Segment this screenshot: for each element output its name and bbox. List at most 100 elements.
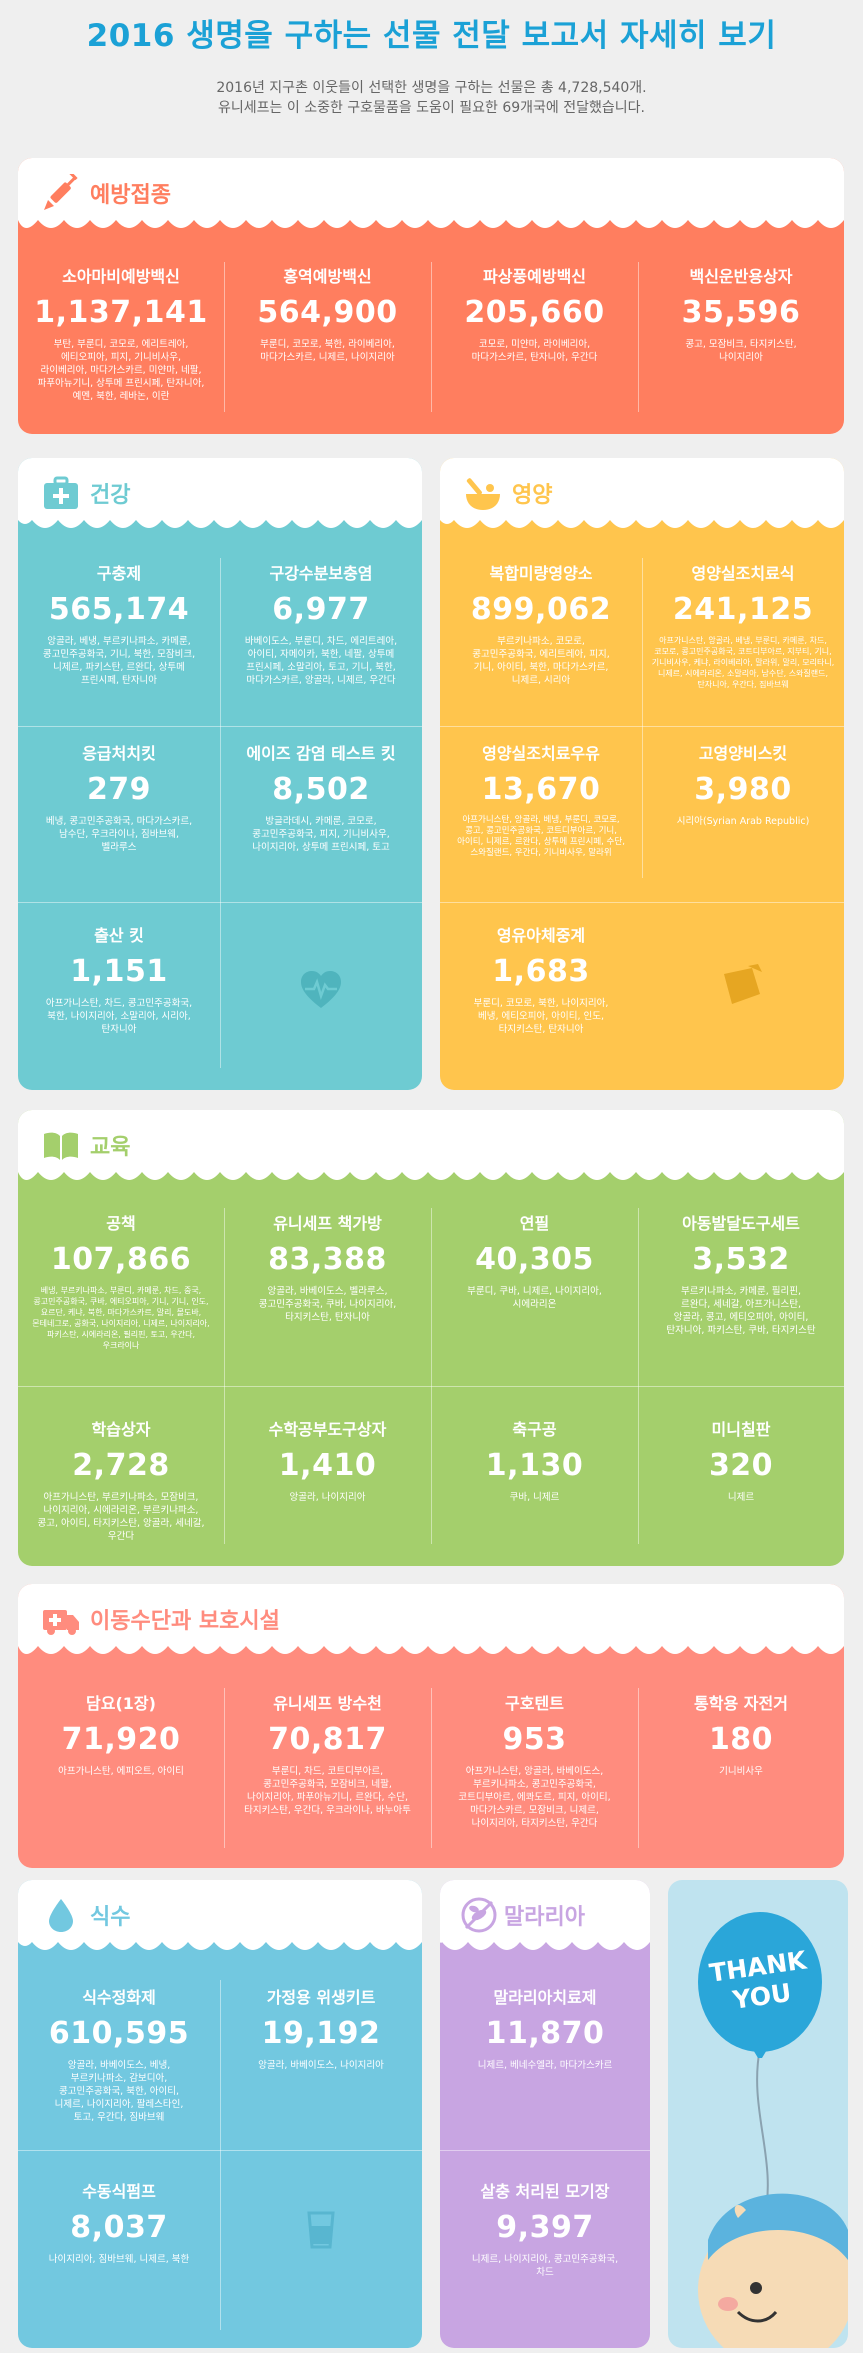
item-countries: 앙골라, 바베이도스, 베냉, 부르키나파소, 감보디아, 콩고민주공화국, 북… xyxy=(54,2060,184,2123)
nutrition-item-biscuit: 고영양비스킷 3,980 시리아(Syrian Arab Republic) xyxy=(642,740,844,828)
item-countries: 코모로, 미얀마, 라이베리아, 마다가스카르, 탄자니아, 우간다 xyxy=(471,339,598,363)
item-countries: 아프가니스탄, 앙골라, 베냉, 부룬디, 코모로, 콩고, 콩고민주공화국, … xyxy=(457,815,625,858)
transport-item-tarpaulin: 유니세프 방수천 70,817 부룬디, 차드, 코트디부아르, 콩고민주공화국… xyxy=(224,1690,431,1817)
item-name: 유니세프 방수천 xyxy=(273,1694,382,1713)
health-item-hivtest: 에이즈 감염 테스트 킷 8,502 방글라데시, 카메룬, 코모로, 콩고민주… xyxy=(220,740,422,854)
item-count: 320 xyxy=(708,1448,774,1483)
item-count: 71,920 xyxy=(61,1722,181,1757)
health-item-firstaid: 응급처치킷 279 베냉, 콩고민주공화국, 마다가스카르, 남수단, 우크라이… xyxy=(18,740,220,854)
item-countries: 시리아(Syrian Arab Republic) xyxy=(676,816,810,827)
item-countries: 베냉, 부르키나파소, 부룬디, 카메룬, 차드, 중국, 콩고민주공화국, 쿠… xyxy=(32,1286,210,1350)
item-countries: 니제르 xyxy=(727,1492,755,1503)
item-name: 응급처치킷 xyxy=(82,744,156,763)
item-count: 8,037 xyxy=(70,2210,168,2245)
item-countries: 나이지리아, 짐바브웨, 니제르, 북한 xyxy=(48,2254,190,2265)
item-count: 1,410 xyxy=(278,1448,377,1483)
vaccine-item-coldbox: 백신운반용상자 35,596 콩고, 모잠비크, 타지키스탄, 나이지리아 xyxy=(638,263,844,364)
water-glass-icon xyxy=(306,2210,336,2250)
item-countries: 아프가니스탄, 에피오트, 아이티 xyxy=(58,1766,184,1777)
education-item-pencil: 연필 40,305 부룬디, 쿠바, 니제르, 나이지리아, 시에라리온 xyxy=(431,1210,638,1311)
education-item-slate: 미니칠판 320 니제르 xyxy=(638,1416,844,1504)
item-name: 백신운반용상자 xyxy=(689,267,793,286)
item-count: 1,683 xyxy=(492,954,590,989)
transport-item-tent: 구호텐트 953 아프가니스탄, 앙골라, 바베이도스, 부르키나파소, 콩고민… xyxy=(431,1690,638,1830)
item-count: 35,596 xyxy=(681,295,801,330)
item-count: 13,670 xyxy=(481,772,601,807)
section-title: 건강 xyxy=(90,483,131,508)
item-countries: 니제르, 베네수엘라, 마다가스카르 xyxy=(477,2060,613,2071)
item-name: 미니칠판 xyxy=(711,1420,771,1439)
bowl-icon xyxy=(464,474,502,512)
item-countries: 쿠바, 니제르 xyxy=(509,1492,560,1503)
item-name: 가정용 위생키트 xyxy=(266,1988,376,2007)
item-count: 565,174 xyxy=(48,592,190,627)
section-title: 말라리아 xyxy=(504,1905,585,1930)
item-countries: 니제르, 나이지리아, 콩고민주공화국, 차드 xyxy=(471,2254,619,2278)
health-item-birthkit: 출산 킷 1,151 아프가니스탄, 차드, 콩고민주공화국, 북한, 나이지리… xyxy=(18,922,220,1036)
nutrition-item-scale: 영유아체중계 1,683 부룬디, 코모로, 북한, 나이지리아, 베냉, 에티… xyxy=(440,922,642,1036)
section-title: 영양 xyxy=(512,483,553,508)
item-countries: 아프가니스탄, 앙골라, 바베이도스, 부르키나파소, 콩고민주공화국, 코트디… xyxy=(458,1766,611,1829)
nutrition-item-therapeutic-milk: 영양실조치료우유 13,670 아프가니스탄, 앙골라, 베냉, 부룬디, 코모… xyxy=(440,740,642,859)
item-countries: 바베이도스, 부룬디, 차드, 에리트레아, 아이티, 자메이카, 북한, 네팔… xyxy=(244,636,398,686)
item-name: 식수정화제 xyxy=(82,1988,156,2007)
book-icon xyxy=(42,1126,80,1164)
item-name: 유니세프 책가방 xyxy=(273,1214,382,1233)
item-count: 3,980 xyxy=(694,772,792,807)
water-item-purification: 식수정화제 610,595 앙골라, 바베이도스, 베냉, 부르키나파소, 감보… xyxy=(18,1984,220,2124)
item-count: 3,532 xyxy=(692,1242,790,1277)
item-countries: 부탄, 부룬디, 코모로, 에리트레아, 에티오피아, 피지, 기니비사우, 라… xyxy=(37,339,205,402)
item-count: 70,817 xyxy=(268,1722,387,1757)
item-name: 수동식펌프 xyxy=(82,2182,156,2201)
item-countries: 아프가니스탄, 차드, 콩고민주공화국, 북한, 나이지리아, 소말리아, 시리… xyxy=(45,998,193,1035)
vaccine-item-measles: 홍역예방백신 564,900 부룬디, 코모로, 북한, 라이베리아, 마다가스… xyxy=(224,263,431,364)
intro-text: 2016년 지구촌 이웃들이 선택한 생명을 구하는 선물은 총 4,728,5… xyxy=(0,78,863,118)
medical-kit-icon xyxy=(42,474,80,512)
health-item-deworming: 구충제 565,174 앙골라, 베냉, 부르키나파소, 카메룬, 콩고민주공화… xyxy=(18,560,220,687)
item-countries: 방글라데시, 카메룬, 코모로, 콩고민주공화국, 피지, 기니비사우, 나이지… xyxy=(252,816,390,853)
item-name: 구호텐트 xyxy=(505,1694,564,1713)
item-count: 19,192 xyxy=(261,2016,381,2051)
syringe-icon xyxy=(42,174,80,212)
nutrition-item-micronutrient: 복합미량영양소 899,062 부르키나파소, 코모로, 콩고민주공화국, 에리… xyxy=(440,560,642,687)
item-name: 영양실조치료식 xyxy=(691,564,795,583)
section-title: 교육 xyxy=(90,1135,131,1160)
item-name: 구충제 xyxy=(96,564,142,583)
item-count: 2,728 xyxy=(72,1448,170,1483)
intro-line-2: 유니세프는 이 소중한 구호물품을 도움이 필요한 69개국에 전달했습니다. xyxy=(218,100,645,116)
education-item-ecd-kit: 아동발달도구세트 3,532 부르키나파소, 카메룬, 필리핀, 르완다, 세네… xyxy=(638,1210,844,1337)
education-item-football: 축구공 1,130 쿠바, 니제르 xyxy=(431,1416,638,1504)
nutrition-item-rutf: 영양실조치료식 241,125 아프가니스탄, 앙골라, 베냉, 부룬디, 카메… xyxy=(642,560,844,690)
item-count: 8,502 xyxy=(272,772,370,807)
water-item-handpump: 수동식펌프 8,037 나이지리아, 짐바브웨, 니제르, 북한 xyxy=(18,2178,220,2266)
transport-item-bicycle: 통학용 자전거 180 기니비사우 xyxy=(638,1690,844,1778)
section-health: 건강 구충제 565,174 앙골라, 베냉, 부르키나파소, 카메룬, 콩고민… xyxy=(18,458,422,1090)
item-countries: 앙골라, 바베이도스, 나이지리아 xyxy=(258,2060,384,2071)
section-title: 이동수단과 보호시설 xyxy=(90,1609,280,1634)
vaccine-item-tetanus: 파상풍예방백신 205,660 코모로, 미얀마, 라이베리아, 마다가스카르,… xyxy=(431,263,638,364)
ambulance-icon xyxy=(42,1600,80,1638)
malaria-item-bednet: 살충 처리된 모기장 9,397 니제르, 나이지리아, 콩고민주공화국, 차드 xyxy=(440,2178,650,2279)
vaccine-item-polio: 소아마비예방백신 1,137,141 부탄, 부룬디, 코모로, 에리트레아, … xyxy=(18,263,224,403)
item-count: 205,660 xyxy=(464,295,605,330)
section-vaccine: 예방접종 소아마비예방백신 1,137,141 부탄, 부룬디, 코모로, 에리… xyxy=(18,158,844,434)
item-countries: 부르키나파소, 카메룬, 필리핀, 르완다, 세네갈, 아프가니스탄, 앙골라,… xyxy=(666,1286,816,1336)
item-name: 말라리아치료제 xyxy=(493,1988,597,2007)
item-name: 수학공부도구상자 xyxy=(268,1420,387,1439)
mosquito-icon xyxy=(460,1896,498,1934)
section-water: 식수 식수정화제 610,595 앙골라, 바베이도스, 베냉, 부르키나파소,… xyxy=(18,1880,422,2348)
item-name: 살충 처리된 모기장 xyxy=(480,2182,610,2201)
item-countries: 부룬디, 코모로, 북한, 라이베리아, 마다가스카르, 니제르, 나이지리아 xyxy=(260,339,395,363)
section-transport-shelter: 이동수단과 보호시설 담요(1장) 71,920 아프가니스탄, 에피오트, 아… xyxy=(18,1584,844,1868)
section-malaria: 말라리아 말라리아치료제 11,870 니제르, 베네수엘라, 마다가스카르 살… xyxy=(440,1880,650,2348)
item-count: 11,870 xyxy=(485,2016,605,2051)
item-count: 564,900 xyxy=(257,295,398,330)
item-count: 899,062 xyxy=(470,592,612,627)
balloon-icon xyxy=(668,1880,848,2348)
section-education: 교육 공책 107,866 베냉, 부르키나파소, 부룬디, 카메룬, 차드, … xyxy=(18,1110,844,1566)
health-item-ors: 구강수분보충염 6,977 바베이도스, 부룬디, 차드, 에리트레아, 아이티… xyxy=(220,560,422,687)
section-title: 예방접종 xyxy=(90,183,171,208)
item-countries: 콩고, 모잠비크, 타지키스탄, 나이지리아 xyxy=(685,339,797,363)
transport-item-blanket: 담요(1장) 71,920 아프가니스탄, 에피오트, 아이티 xyxy=(18,1690,224,1778)
